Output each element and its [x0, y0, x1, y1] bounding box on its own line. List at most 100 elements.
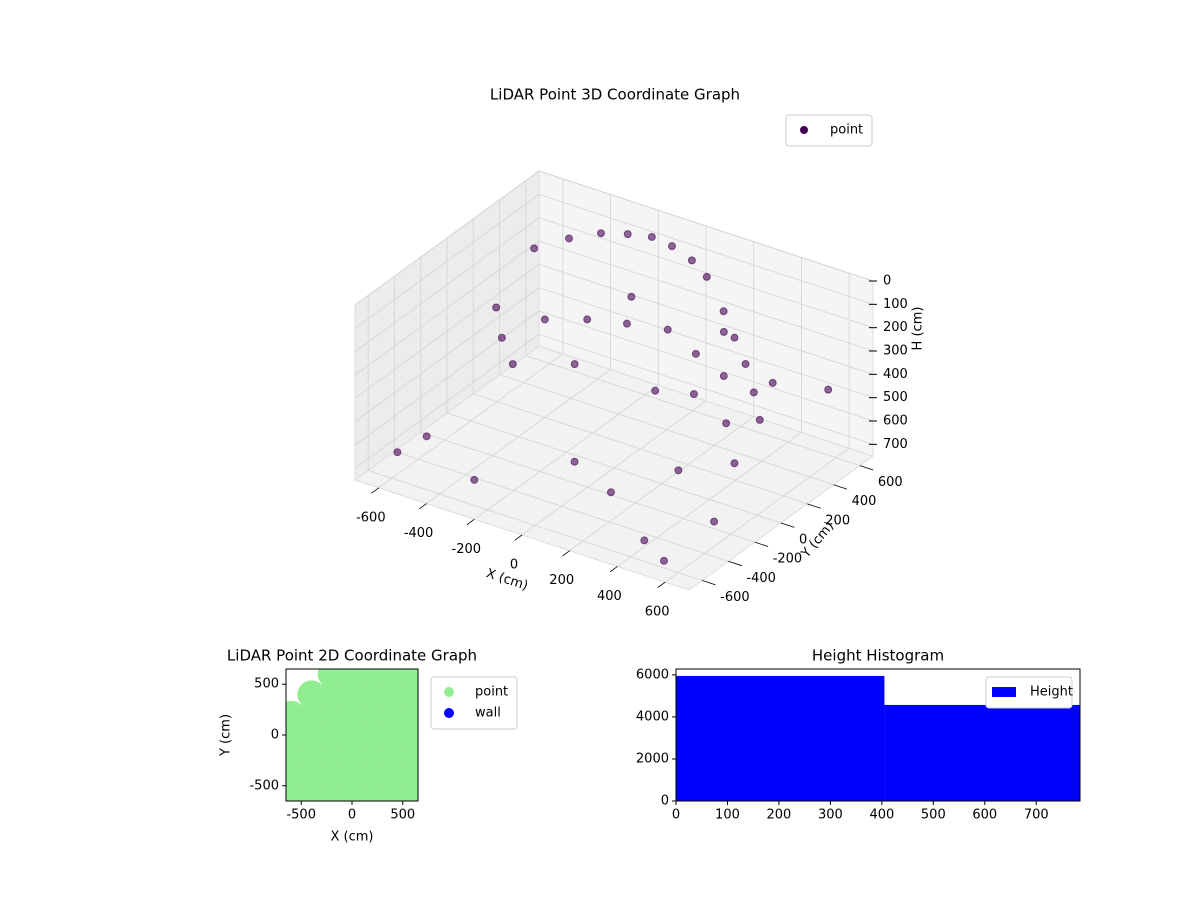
x-tick-label: -200: [452, 542, 482, 557]
z-tick-label: 500: [883, 390, 908, 405]
data-point: [755, 415, 764, 424]
data-point: [719, 307, 728, 316]
grid-line: [538, 263, 874, 375]
x-axis-label: X (cm): [484, 566, 530, 594]
grid-line: [354, 287, 540, 422]
data-point: [317, 680, 346, 709]
y-tick-label: 6000: [636, 667, 669, 682]
data-point: [663, 325, 672, 334]
y-axis-label: Y (cm): [219, 714, 234, 757]
data-point: [730, 459, 739, 468]
data-point: [623, 230, 632, 239]
data-point: [730, 333, 739, 342]
histogram-bar: [884, 704, 1080, 801]
legend-box: [985, 676, 1073, 709]
legend-marker: [444, 687, 454, 697]
tick-mark: [418, 503, 427, 510]
tick-mark: [466, 518, 475, 525]
grid-line: [538, 193, 874, 305]
x-tick-label: 700: [1024, 808, 1049, 823]
data-point: [317, 741, 346, 770]
y-tick-label: -200: [773, 552, 803, 567]
data-point: [378, 741, 407, 770]
y-tick-label: -500: [249, 778, 279, 793]
data-point: [358, 680, 387, 709]
legend-marker: [992, 687, 1016, 697]
tick-mark: [657, 581, 666, 588]
x-tick-label: 0: [348, 808, 356, 823]
data-point: [297, 721, 326, 749]
data-point: [540, 315, 549, 324]
grid-line: [354, 194, 540, 329]
tick-mark: [728, 560, 742, 567]
data-point: [565, 234, 573, 243]
data-point: [378, 721, 407, 749]
chart-title: LiDAR Point 2D Coordinate Graph: [227, 647, 477, 665]
data-point: [622, 319, 631, 328]
x-tick-label: 600: [645, 605, 670, 620]
grid-line: [394, 450, 729, 562]
grid-line: [354, 334, 540, 469]
data-point: [674, 466, 683, 475]
histogram-bar: [676, 675, 885, 801]
data-point: [640, 536, 649, 545]
x-tick-label: 400: [869, 808, 894, 823]
tick-mark: [609, 566, 618, 573]
z-axis-label: H (cm): [911, 307, 926, 351]
tick-mark: [702, 580, 716, 586]
x-tick-label: 500: [390, 808, 415, 823]
x-tick-label: 600: [972, 808, 997, 823]
data-point: [317, 721, 346, 749]
legend-label: point: [830, 123, 863, 138]
data-point: [378, 680, 407, 709]
data-point: [659, 556, 668, 565]
data-point: [297, 741, 326, 770]
data-point: [297, 680, 326, 709]
data-point: [358, 761, 387, 790]
x-tick-label: 0: [510, 558, 518, 573]
data-point: [470, 475, 479, 484]
legend-marker: [800, 126, 808, 134]
y-tick-label: 500: [254, 677, 279, 692]
data-point: [358, 741, 387, 770]
data-point: [667, 242, 676, 251]
tick-mark: [807, 503, 821, 509]
tick-mark: [562, 550, 570, 557]
data-point: [719, 327, 728, 336]
data-point: [606, 488, 615, 497]
grid-line: [368, 470, 703, 581]
chart-title: Height Histogram: [812, 647, 944, 665]
grid-line: [473, 393, 808, 505]
data-point: [647, 232, 656, 241]
data-point: [508, 360, 517, 369]
z-tick-label: 0: [883, 274, 891, 289]
data-point: [398, 781, 418, 801]
data-point: [297, 761, 326, 790]
y-tick-label: 0: [661, 794, 669, 809]
y-tick-label: 200: [825, 513, 850, 528]
legend-marker: [444, 708, 454, 718]
legend-label: wall: [475, 706, 501, 721]
z-tick-label: 400: [883, 367, 908, 382]
grid-line: [538, 240, 874, 352]
grid-line: [354, 170, 540, 306]
grid-line: [420, 431, 755, 543]
z-tick-label: 300: [883, 344, 908, 359]
tick-mark: [754, 541, 769, 547]
data-point: [596, 229, 605, 238]
z-tick-label: 100: [883, 297, 908, 312]
data-point: [651, 386, 660, 395]
grid-line: [538, 217, 874, 329]
grid-line: [525, 355, 860, 466]
data-point: [317, 700, 346, 729]
data-point: [530, 244, 539, 253]
data-point: [317, 761, 346, 790]
data-point: [338, 680, 366, 709]
data-point: [768, 378, 777, 387]
y-tick-label: 2000: [636, 751, 669, 766]
y-tick-label: 0: [799, 533, 807, 548]
legend-label: Height: [1030, 685, 1073, 700]
data-point: [722, 419, 731, 428]
chart-title: LiDAR Point 3D Coordinate Graph: [490, 86, 740, 104]
